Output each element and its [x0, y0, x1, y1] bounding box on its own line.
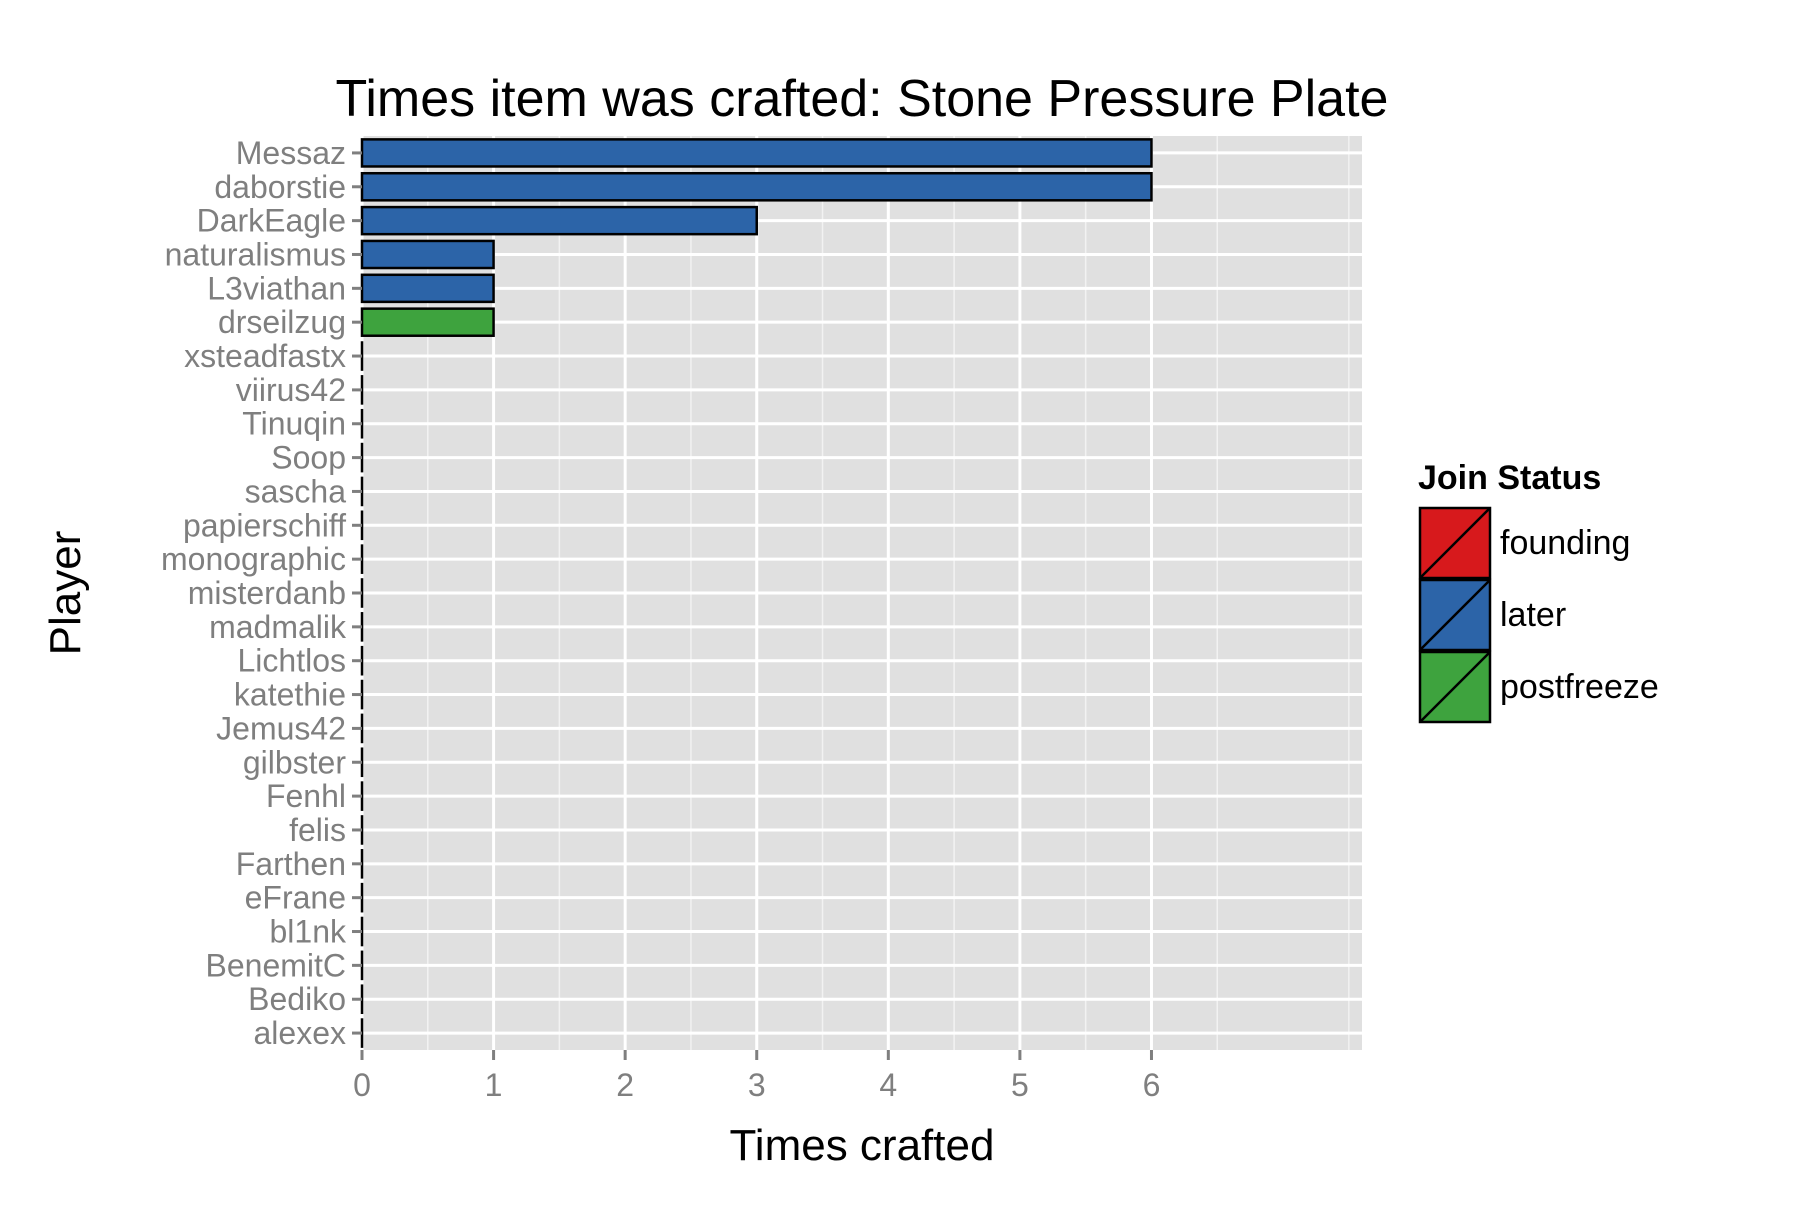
x-tick-label: 6: [1143, 1067, 1161, 1103]
x-tick-label: 4: [879, 1067, 897, 1103]
y-tick-label: Messaz: [236, 135, 346, 171]
y-tick-label: katethie: [234, 677, 346, 713]
x-tick-label: 5: [1011, 1067, 1029, 1103]
legend-title: Join Status: [1418, 459, 1601, 497]
x-tick-label: 1: [485, 1067, 503, 1103]
bar: [362, 207, 757, 234]
x-tick-label: 3: [748, 1067, 766, 1103]
y-tick-label: alexex: [254, 1015, 347, 1051]
bar: [362, 241, 494, 268]
y-tick-label: Bediko: [248, 981, 346, 1017]
y-tick-label: Soop: [271, 440, 346, 476]
legend-label: founding: [1500, 524, 1630, 562]
bar: [362, 139, 1151, 166]
y-tick-label: Tinuqin: [242, 406, 346, 442]
bar: [362, 309, 494, 336]
y-tick-label: naturalismus: [165, 236, 346, 272]
y-tick-label: felis: [289, 812, 346, 848]
y-tick-label: DarkEagle: [197, 203, 346, 239]
y-tick-label: sascha: [245, 473, 347, 509]
bar: [362, 173, 1151, 200]
y-tick-label: papierschiff: [183, 507, 346, 543]
y-tick-label: Lichtlos: [238, 643, 347, 679]
chart-title: Times item was crafted: Stone Pressure P…: [336, 70, 1389, 128]
y-tick-label: madmalik: [209, 609, 347, 645]
y-tick-label: xsteadfastx: [184, 338, 346, 374]
x-axis-label: Times crafted: [730, 1121, 995, 1170]
y-tick-label: misterdanb: [188, 575, 346, 611]
legend-label: later: [1500, 596, 1566, 634]
y-tick-label: L3viathan: [207, 270, 346, 306]
legend-items: founding later postfreeze: [1420, 508, 1659, 722]
bar: [362, 275, 494, 302]
x-axis-ticks: 0 1 2 3 4 5 6: [353, 1050, 1160, 1103]
y-tick-label: gilbster: [243, 744, 347, 780]
y-axis-ticks: MessazdaborstieDarkEaglenaturalismusL3vi…: [161, 135, 362, 1051]
x-tick-label: 2: [616, 1067, 634, 1103]
y-tick-label: monographic: [161, 541, 346, 577]
y-tick-label: Jemus42: [216, 710, 346, 746]
y-tick-label: daborstie: [214, 169, 346, 205]
y-tick-label: eFrane: [245, 880, 346, 916]
legend: Join Status founding later postfreeze: [1418, 459, 1659, 722]
y-tick-label: drseilzug: [218, 304, 346, 340]
y-tick-label: Farthen: [236, 846, 346, 882]
x-tick-label: 0: [353, 1067, 371, 1103]
y-tick-label: bl1nk: [270, 914, 348, 950]
y-tick-label: BenemitC: [206, 947, 347, 983]
y-tick-label: Fenhl: [266, 778, 346, 814]
y-tick-label: viirus42: [236, 372, 346, 408]
y-axis-label: Player: [41, 531, 90, 656]
legend-label: postfreeze: [1500, 668, 1659, 706]
